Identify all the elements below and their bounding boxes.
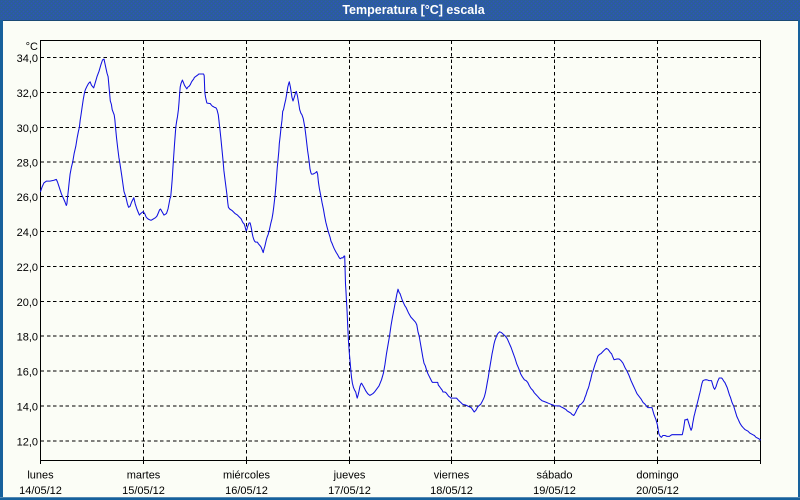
svg-text:19/05/12: 19/05/12	[533, 485, 576, 497]
svg-text:14/05/12: 14/05/12	[19, 485, 62, 497]
svg-text:15/05/12: 15/05/12	[122, 485, 165, 497]
svg-text:16/05/12: 16/05/12	[225, 485, 268, 497]
svg-text:14,0: 14,0	[17, 402, 38, 414]
svg-text:32,0: 32,0	[17, 88, 38, 100]
svg-text:°C: °C	[26, 41, 38, 53]
svg-text:17/05/12: 17/05/12	[328, 485, 371, 497]
svg-text:30,0: 30,0	[17, 123, 38, 135]
svg-text:26,0: 26,0	[17, 192, 38, 204]
svg-text:jueves: jueves	[333, 470, 366, 482]
svg-text:16,0: 16,0	[17, 367, 38, 379]
svg-text:18/05/12: 18/05/12	[430, 485, 473, 497]
svg-text:18,0: 18,0	[17, 332, 38, 344]
svg-text:sábado: sábado	[536, 470, 572, 482]
svg-text:20,0: 20,0	[17, 297, 38, 309]
svg-text:34,0: 34,0	[17, 53, 38, 65]
svg-text:lunes: lunes	[27, 470, 54, 482]
svg-text:22,0: 22,0	[17, 262, 38, 274]
svg-text:viernes: viernes	[434, 470, 470, 482]
svg-text:20/05/12: 20/05/12	[636, 485, 679, 497]
svg-text:12,0: 12,0	[17, 437, 38, 449]
svg-text:miércoles: miércoles	[223, 470, 271, 482]
svg-text:martes: martes	[127, 470, 161, 482]
svg-text:24,0: 24,0	[17, 227, 38, 239]
svg-text:domingo: domingo	[636, 470, 678, 482]
svg-text:28,0: 28,0	[17, 158, 38, 170]
